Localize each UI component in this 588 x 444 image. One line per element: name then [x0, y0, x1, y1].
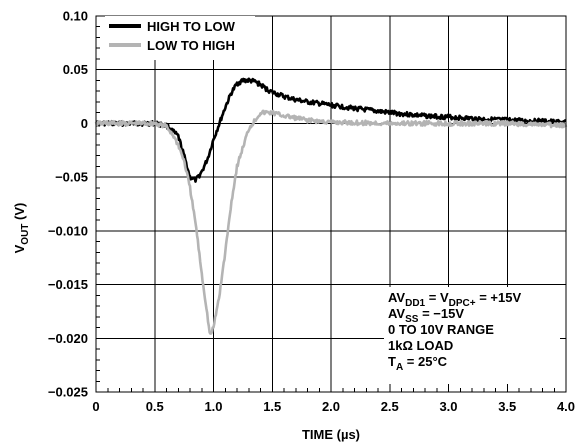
annotation-line: 1kΩ LOAD — [388, 338, 453, 353]
annotation-text-part: 1kΩ LOAD — [388, 338, 453, 353]
y-tick-label: −0.015 — [48, 277, 88, 292]
annotation-text-part: AV — [388, 306, 405, 321]
annotation-text-part: = −15V — [418, 306, 464, 321]
y-tick-label: 0.05 — [63, 62, 88, 77]
y-tick-labels: 0.10 0.05 0 −0.05 −0.010 −0.015 −0.020 −0.025 — [48, 9, 100, 400]
y-tick-label: −0.05 — [55, 170, 88, 185]
series-line-low-to-high — [94, 109, 568, 335]
y-axis-title: VOUT (V) — [12, 203, 31, 254]
annotation-text-part: T — [388, 354, 396, 369]
x-tick-label: 0 — [92, 399, 99, 414]
annotation-line: 0 TO 10V RANGE — [388, 322, 494, 337]
x-tick-label: 2.5 — [381, 399, 399, 414]
series-line-high-to-low — [95, 77, 567, 183]
x-tick-label: 3.5 — [498, 399, 516, 414]
annotation-text-part: = 25°C — [403, 354, 447, 369]
x-tick-label: 1.0 — [204, 399, 222, 414]
legend-label-high-to-low: HIGH TO LOW — [147, 19, 236, 34]
x-tick-label: 4.0 — [557, 399, 575, 414]
annotation-line: AVDD1 = VDPC+ = +15V — [388, 290, 521, 309]
annotation-text-part: A — [396, 362, 403, 373]
annotation-text-part: AV — [388, 290, 405, 305]
series-layer — [94, 77, 568, 335]
x-axis-title: TIME (µs) — [302, 427, 360, 442]
x-tick-label: 3.0 — [439, 399, 457, 414]
annotation-text-part: DPC+ — [449, 298, 476, 309]
x-tick-label: 1.5 — [263, 399, 281, 414]
legend: HIGH TO LOW LOW TO HIGH — [105, 16, 255, 60]
y-axis-title-main: V — [12, 244, 27, 253]
plot-frame — [95, 15, 567, 393]
y-tick-label: −0.025 — [48, 385, 88, 400]
annotation-text-part: = V — [425, 290, 449, 305]
y-tick-label: 0.10 — [63, 9, 88, 24]
y-tick-label: −0.020 — [48, 331, 88, 346]
y-axis-title-sub: OUT — [20, 224, 31, 245]
annotation-text-part: = +15V — [476, 290, 522, 305]
annotation-text-part: SS — [405, 314, 419, 325]
annotation-text-part: DD1 — [405, 298, 425, 309]
annotation-background — [384, 287, 560, 384]
legend-background — [105, 16, 255, 60]
y-tick-label: −0.010 — [48, 223, 88, 238]
x-tick-label: 0.5 — [146, 399, 164, 414]
y-axis-title-unit: (V) — [12, 203, 27, 224]
legend-label-low-to-high: LOW TO HIGH — [147, 38, 235, 53]
annotation-line: AVSS = −15V — [388, 306, 464, 325]
x-tick-label: 2.0 — [322, 399, 340, 414]
annotation-text-part: 0 TO 10V RANGE — [388, 322, 494, 337]
annotation-line: TA = 25°C — [388, 354, 448, 373]
y-tick-label: 0 — [81, 116, 88, 131]
x-tick-labels: 0 0.5 1.0 1.5 2.0 2.5 3.0 3.5 4.0 — [92, 388, 575, 414]
